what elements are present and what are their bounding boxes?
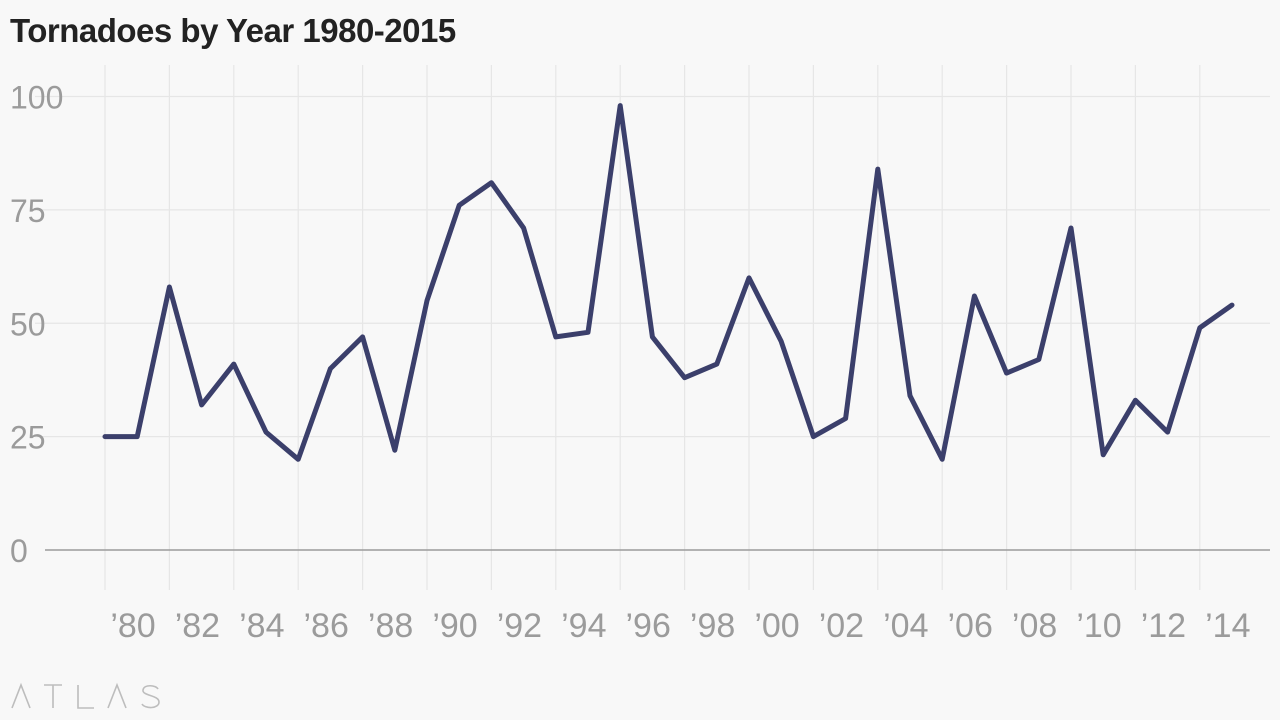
x-tick-label: ’00 [754, 607, 799, 645]
x-tick-label: ’02 [819, 607, 864, 645]
x-tick-label: ’10 [1076, 607, 1121, 645]
x-tick-label: ’82 [175, 607, 220, 645]
x-tick-label: ’98 [690, 607, 735, 645]
x-tick-label: ’80 [110, 607, 155, 645]
y-tick-label: 0 [10, 533, 28, 569]
x-tick-label: ’88 [368, 607, 413, 645]
y-tick-label: 50 [10, 306, 46, 342]
y-tick-label: 25 [10, 420, 46, 456]
x-tick-label: ’90 [432, 607, 477, 645]
y-axis-ticks: 0 25 50 75 100 [10, 80, 63, 570]
x-tick-label: ’96 [626, 607, 671, 645]
x-tick-label: ’94 [561, 607, 606, 645]
atlas-logo [10, 678, 170, 714]
gridlines [35, 65, 1270, 590]
chart-title: Tornadoes by Year 1980-2015 [10, 12, 456, 49]
series-line-group [102, 103, 1235, 462]
x-tick-label: ’84 [239, 607, 284, 645]
x-axis-ticks: ’80 ’82 ’84 ’86 ’88 ’90 ’92 ’94 ’96 ’98 ’00 ’02 ’04 ’… [110, 607, 1250, 645]
x-tick-label: ’92 [497, 607, 542, 645]
x-tick-label: ’04 [883, 607, 928, 645]
y-tick-label: 75 [10, 193, 46, 229]
atlas-logo-mark [11, 682, 160, 709]
x-tick-label: ’06 [948, 607, 993, 645]
y-tick-label: 100 [10, 80, 63, 116]
x-tick-label: ’14 [1205, 607, 1250, 645]
x-tick-label: ’12 [1141, 607, 1186, 645]
x-tick-label: ’08 [1012, 607, 1057, 645]
x-tick-label: ’86 [304, 607, 349, 645]
series-line [102, 103, 1235, 462]
